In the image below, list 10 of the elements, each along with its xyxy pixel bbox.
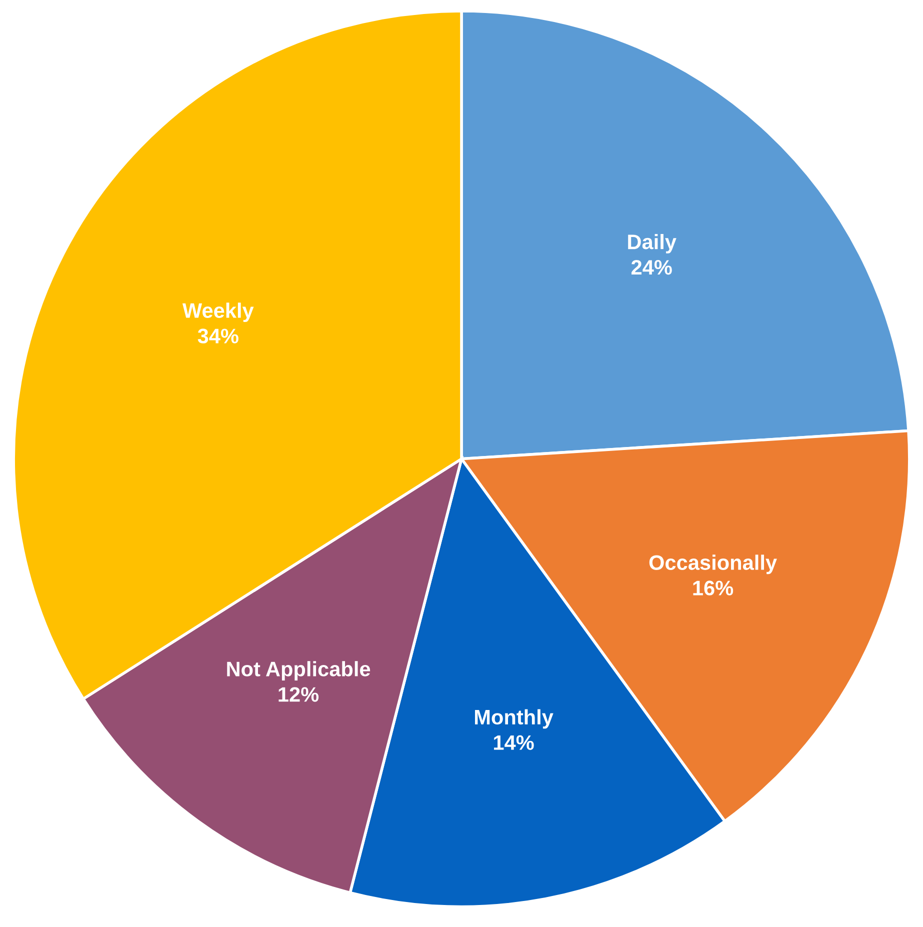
- data-label: 12%: [278, 687, 319, 702]
- slice-label: Not Applicable: [227, 661, 370, 681]
- data-label: 16%: [693, 580, 734, 596]
- data-label: 24%: [631, 260, 672, 275]
- slice-label: Daily: [628, 234, 676, 254]
- slice-label: Weekly: [182, 302, 254, 322]
- data-label: 14%: [494, 735, 534, 750]
- data-label: 34%: [198, 328, 238, 344]
- slice-label: Occasionally: [649, 554, 777, 574]
- slice-label: Monthly: [475, 709, 554, 729]
